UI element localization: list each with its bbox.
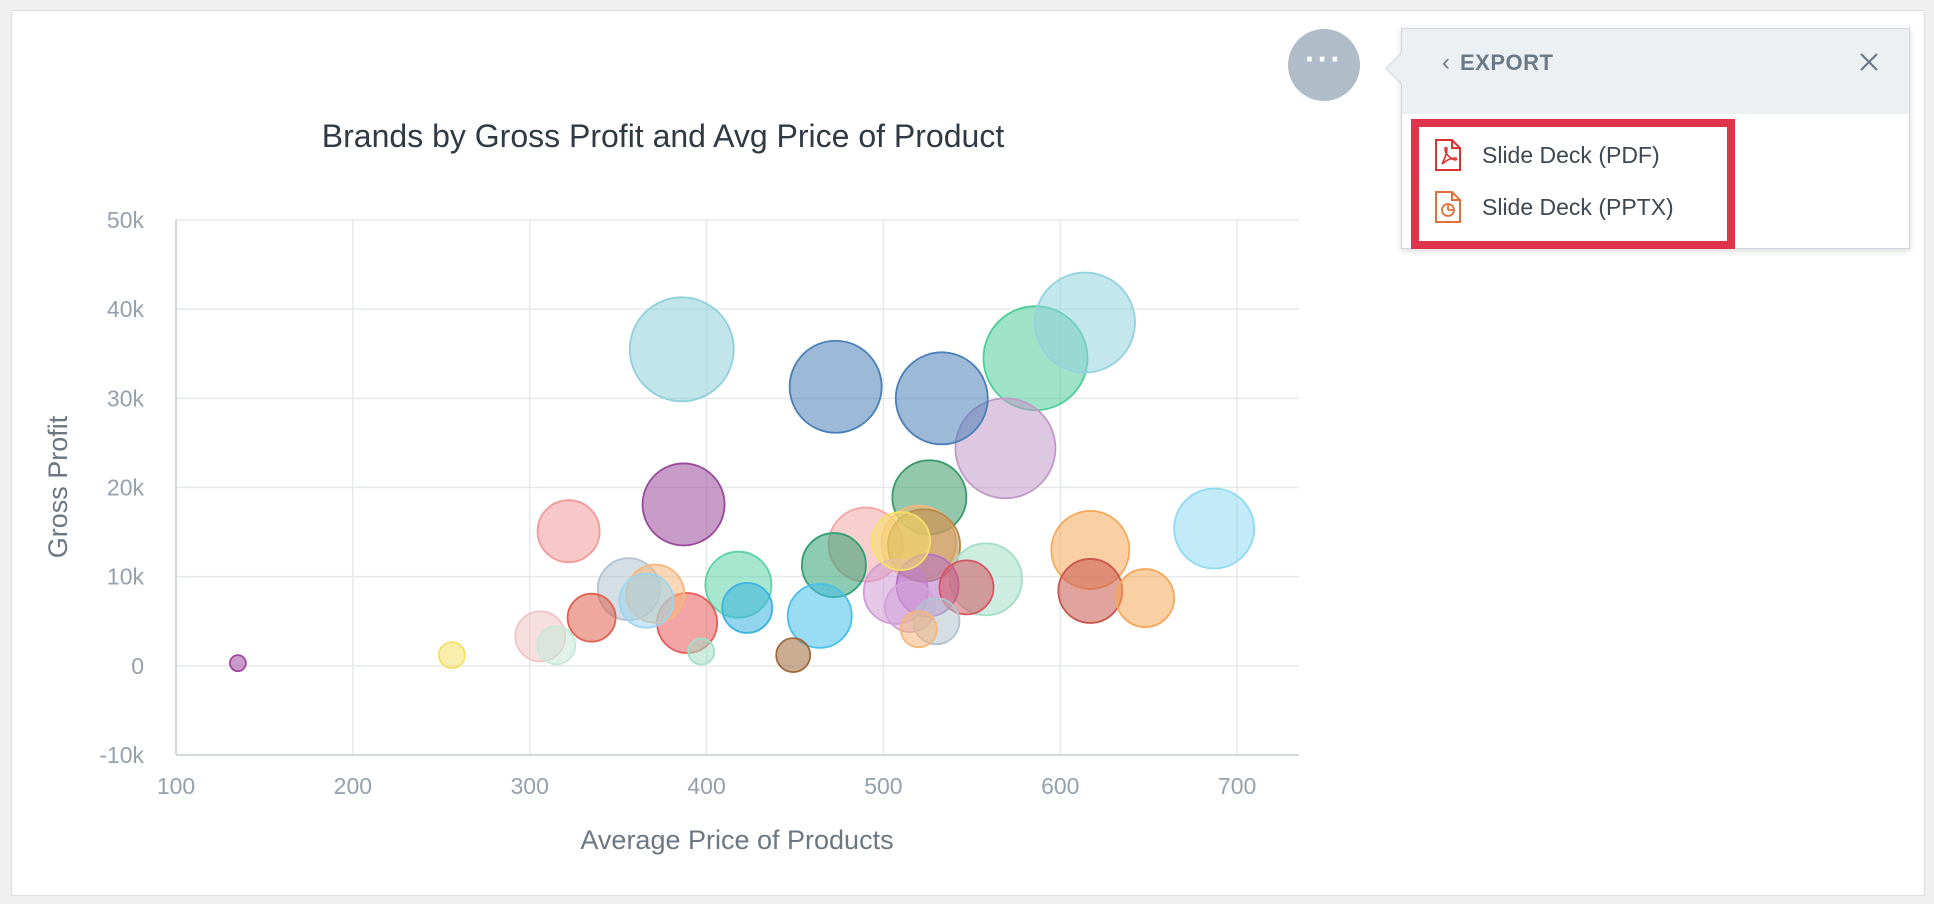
export-pptx-item[interactable]: Slide Deck (PPTX) (1434, 187, 1674, 227)
y-tick-label: 0 (131, 653, 144, 679)
y-axis-title: Gross Profit (43, 415, 73, 558)
export-pdf-label: Slide Deck (PDF) (1482, 141, 1660, 168)
x-tick-label: 700 (1218, 773, 1256, 799)
bubble-point[interactable] (566, 592, 617, 643)
bubble-point[interactable] (871, 511, 931, 571)
bubble-point[interactable] (1034, 271, 1136, 374)
more-options-icon: ··· (1305, 41, 1343, 77)
y-tick-label: 40k (107, 296, 145, 322)
y-tick-label: 30k (107, 385, 145, 411)
x-tick-label: 100 (157, 773, 195, 799)
y-tick-label: 50k (107, 207, 145, 233)
x-tick-label: 600 (1041, 773, 1079, 799)
chart-ticks: 50k 40k 30k 20k 10k 0 -10k 100 200 300 400 500 600 70… (99, 207, 1256, 799)
bubble-point[interactable] (894, 351, 989, 446)
chart-title: Brands by Gross Profit and Avg Price of … (322, 118, 1005, 154)
bubble-point[interactable] (788, 339, 883, 434)
export-title: EXPORT (1460, 50, 1554, 75)
bubble-point[interactable] (687, 637, 716, 666)
bubble-point[interactable] (536, 625, 577, 666)
export-pptx-label: Slide Deck (PPTX) (1482, 193, 1674, 220)
bubble-point[interactable] (228, 654, 247, 673)
bubble-point[interactable] (1173, 487, 1256, 570)
bubble-point[interactable] (618, 572, 675, 629)
bubble-point[interactable] (899, 610, 938, 649)
chart-bubbles (228, 271, 1256, 674)
y-tick-label: 10k (107, 564, 145, 590)
export-pdf-item[interactable]: Slide Deck (PDF) (1434, 135, 1660, 175)
pptx-file-icon (1435, 191, 1461, 223)
export-panel: ‹ EXPORT (1385, 28, 1910, 249)
x-tick-label: 500 (864, 773, 902, 799)
bubble-point[interactable] (786, 583, 853, 649)
chevron-left-icon: ‹ (1442, 49, 1450, 76)
bubble-point[interactable] (721, 581, 774, 634)
bubble-point[interactable] (641, 462, 726, 547)
bubble-point[interactable] (775, 637, 812, 674)
highlight-box (1411, 119, 1735, 249)
x-tick-label: 300 (511, 773, 549, 799)
export-header: ‹ EXPORT (1402, 29, 1909, 114)
bubble-point[interactable] (628, 296, 735, 403)
x-tick-label: 400 (687, 773, 725, 799)
y-tick-label: -10k (99, 742, 144, 768)
bubble-chart: Brands by Gross Profit and Avg Price of … (43, 118, 1299, 855)
bubble-point[interactable] (437, 641, 466, 670)
pdf-file-icon (1435, 139, 1461, 171)
more-options-button[interactable]: ··· (1288, 29, 1360, 101)
chart-window: Brands by Gross Profit and Avg Price of … (11, 10, 1925, 896)
close-icon[interactable] (1854, 47, 1884, 77)
bubble-point[interactable] (536, 499, 601, 564)
bubble-point[interactable] (938, 559, 995, 616)
x-tick-label: 200 (334, 773, 372, 799)
back-button[interactable]: ‹ EXPORT (1442, 49, 1553, 77)
bubble-point[interactable] (1115, 568, 1176, 628)
x-axis-title: Average Price of Products (580, 825, 893, 855)
bubble-point[interactable] (1057, 558, 1124, 624)
y-tick-label: 20k (107, 475, 145, 501)
